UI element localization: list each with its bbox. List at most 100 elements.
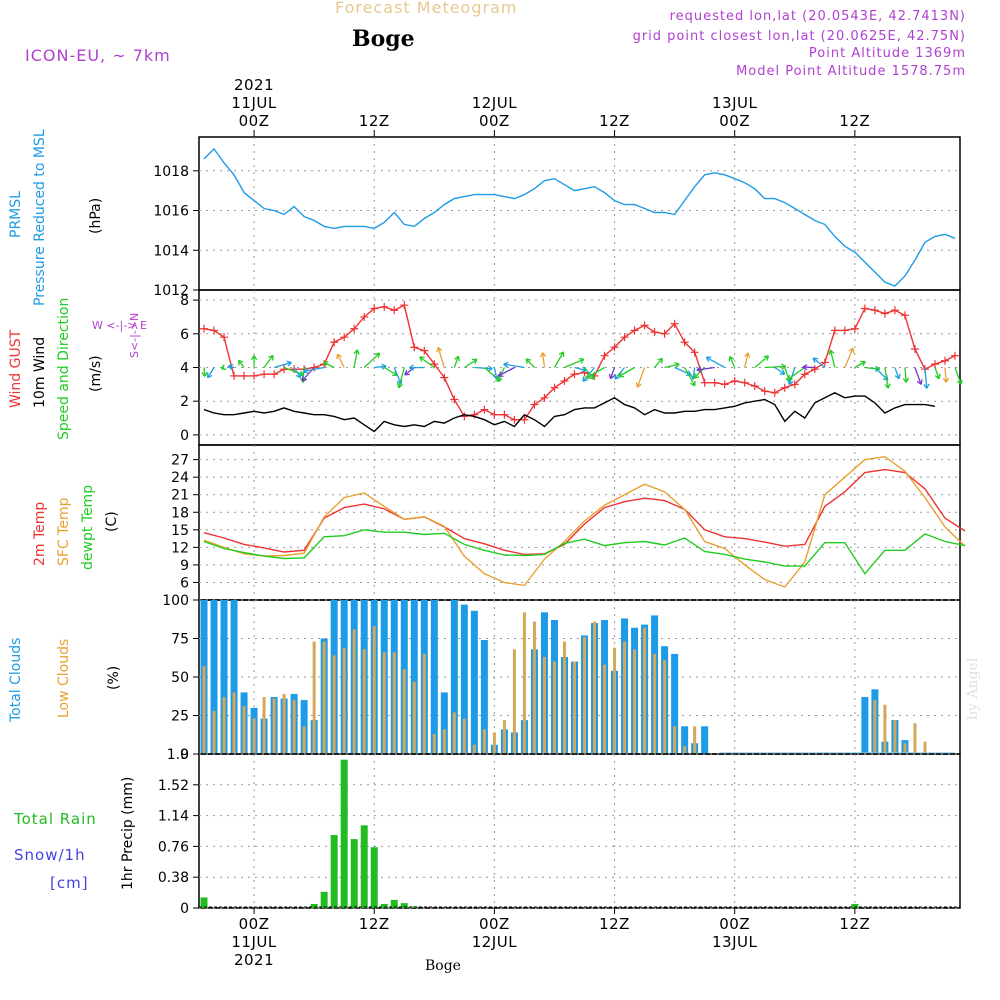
low-cloud-bar xyxy=(683,746,687,754)
wind-arrow xyxy=(636,367,646,388)
wind-arrow xyxy=(293,367,302,379)
wind-arrow-head xyxy=(454,355,461,362)
gust-point xyxy=(770,388,779,397)
wind-arrow-head xyxy=(690,380,696,387)
gust-point xyxy=(860,304,869,313)
low-cloud-bar xyxy=(202,666,206,754)
gust-point xyxy=(530,400,539,409)
bottom-time-label: 00Z xyxy=(479,915,510,933)
wind-arrow xyxy=(812,357,826,369)
top-time-label: 00Z xyxy=(239,112,270,130)
gust-point xyxy=(480,405,489,414)
gust-point xyxy=(460,412,469,421)
low-cloud-bar xyxy=(673,726,677,754)
wind-arrow-head xyxy=(503,361,509,368)
gust-point xyxy=(610,343,619,352)
gust-point xyxy=(790,380,799,389)
top-time-label: 2021 xyxy=(234,76,274,94)
gust-point xyxy=(550,383,559,392)
low-cloud-bar xyxy=(522,612,526,754)
low-cloud-bar xyxy=(603,664,607,754)
series-sfc xyxy=(203,455,966,588)
low-cloud-bar xyxy=(242,706,246,754)
gust-point xyxy=(260,370,269,379)
wind-arrow xyxy=(207,367,215,379)
wind-speed-dir-label: Speed and Direction xyxy=(56,297,72,440)
wind-arrow-head xyxy=(812,357,819,363)
wind-arrow-head xyxy=(408,364,414,371)
gust-point xyxy=(680,338,689,347)
y-tick-label: 6 xyxy=(180,327,189,343)
low-cloud-bar xyxy=(352,629,356,754)
gust-point xyxy=(710,378,719,387)
low-cloud-bar xyxy=(292,700,296,754)
rain-bar xyxy=(851,903,859,908)
rain-bar xyxy=(320,891,328,908)
total-cloud-bar xyxy=(671,653,679,754)
panel-frame-temp xyxy=(198,444,961,601)
gust-point xyxy=(900,311,909,320)
low-cloud-bar xyxy=(653,653,657,754)
top-time-label: 12Z xyxy=(359,112,390,130)
low-cloud-bar xyxy=(512,649,516,754)
snow-unit: [cm] xyxy=(50,874,89,892)
y-tick-label: 1.14 xyxy=(158,809,189,825)
low-cloud-bar xyxy=(472,744,476,754)
low-cloud-bar xyxy=(282,693,286,754)
bottom-time-label: 13JUL xyxy=(712,933,757,951)
pressure-label-prmsl: PRMSL xyxy=(8,191,24,238)
gust-point xyxy=(910,344,919,353)
low-cloud-bar xyxy=(623,641,627,754)
total-cloud-bar xyxy=(701,726,709,754)
wind-arrow-head xyxy=(942,377,950,383)
y-tick-label: 8 xyxy=(180,293,189,309)
gust-point xyxy=(470,410,479,419)
low-cloud-bar xyxy=(542,656,546,754)
gust-point xyxy=(240,371,249,380)
wind-arrow-head xyxy=(787,374,793,381)
wind-arrow xyxy=(664,363,680,369)
gust-point xyxy=(570,370,579,379)
wind-arrow xyxy=(609,367,616,379)
wind-arrow-head xyxy=(295,372,302,379)
wind-arrow xyxy=(829,349,836,368)
y-tick-label: 50 xyxy=(171,670,189,686)
gust-point xyxy=(390,306,399,315)
low-cloud-bar xyxy=(643,627,647,754)
wind-arrow-head xyxy=(705,356,712,362)
total-cloud-bar xyxy=(440,692,448,754)
rain-bar xyxy=(360,825,368,908)
wind-arrow-head xyxy=(956,379,963,385)
gust-point xyxy=(800,370,809,379)
low-cloud-bar xyxy=(492,732,496,754)
low-cloud-bar xyxy=(923,741,927,754)
wind-arrow xyxy=(692,367,696,380)
wind-arrow xyxy=(764,365,786,369)
wind-arrow-head xyxy=(585,373,592,379)
watermark: by Angel xyxy=(965,657,981,720)
wind-arrow xyxy=(706,356,726,369)
low-cloud-bar xyxy=(462,718,466,754)
y-tick-label: 1014 xyxy=(153,243,189,259)
wind-arrow-head xyxy=(207,372,213,379)
wind-arrow-head xyxy=(608,373,615,380)
low-cloud-bar xyxy=(613,647,617,754)
wind-unit: (m/s) xyxy=(88,355,104,392)
y-tick-label: 0 xyxy=(180,901,189,917)
rain-bar xyxy=(310,903,318,908)
wind-arrow xyxy=(474,366,493,370)
gust-point xyxy=(520,415,529,424)
y-tick-label: 1.9 xyxy=(167,747,189,763)
low-cloud-bar xyxy=(913,723,917,754)
wind-arrow-head xyxy=(696,366,702,373)
rain-bar xyxy=(390,899,398,908)
gust-point xyxy=(700,378,709,387)
gust-point xyxy=(940,356,949,365)
top-time-label: 12Z xyxy=(599,112,630,130)
gust-point xyxy=(950,351,959,360)
gust-point xyxy=(230,371,239,380)
low-cloud-bar xyxy=(583,636,587,754)
gust-point xyxy=(760,387,769,396)
gust-point xyxy=(930,360,939,369)
gust-point xyxy=(340,333,349,342)
